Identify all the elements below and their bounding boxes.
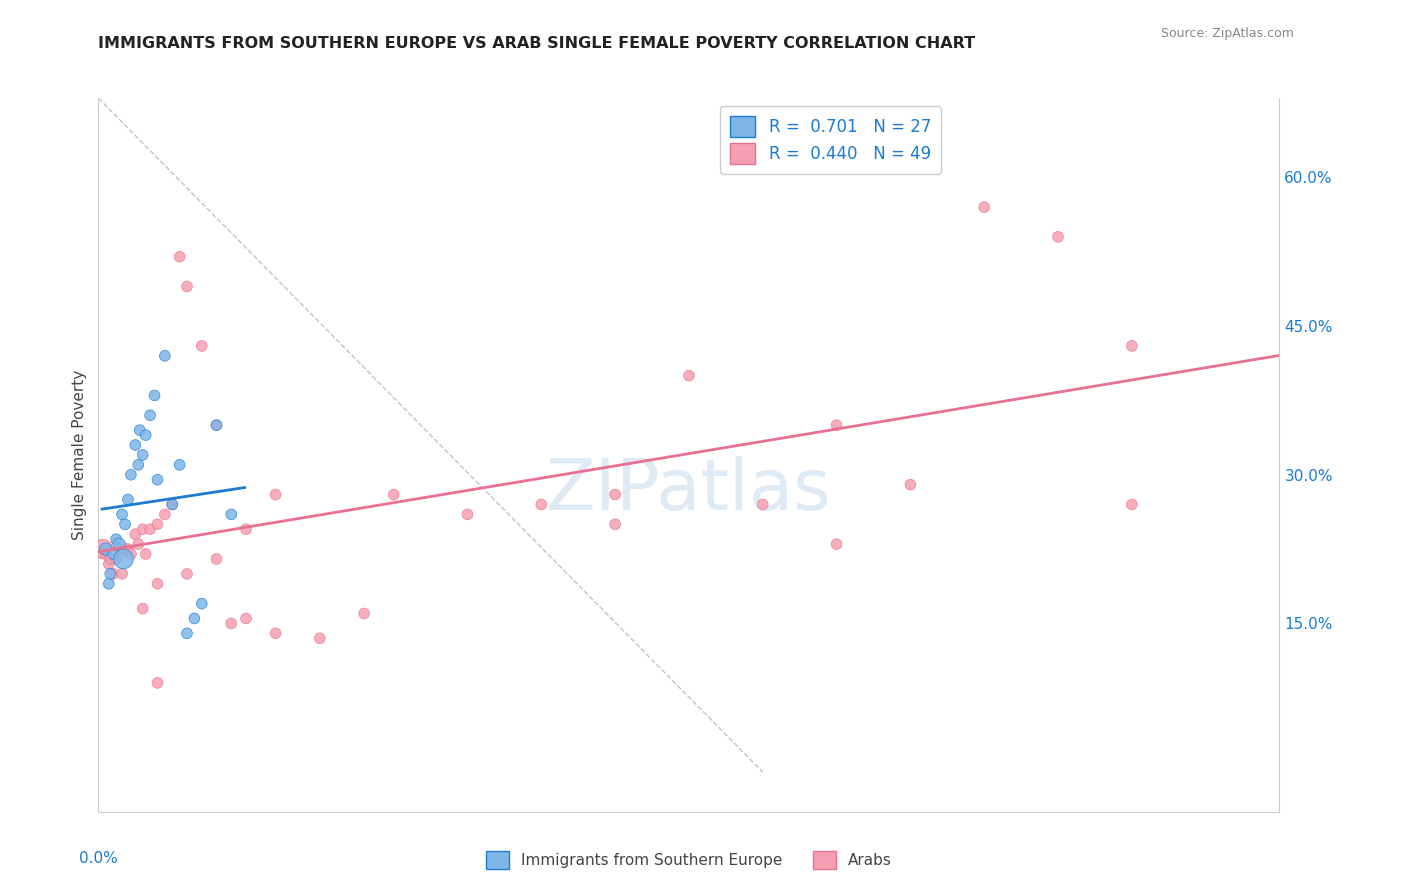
Point <box>120 467 142 482</box>
Point <box>751 498 773 512</box>
Point <box>183 611 205 625</box>
Point <box>112 552 135 566</box>
Point <box>132 448 155 462</box>
Point <box>1121 498 1143 512</box>
Point <box>128 423 150 437</box>
Point <box>105 532 128 546</box>
Point <box>825 537 848 551</box>
Point <box>97 557 120 571</box>
Point <box>900 477 922 491</box>
Point <box>132 522 155 536</box>
Point <box>94 542 117 557</box>
Point <box>456 508 478 522</box>
Point <box>169 458 191 472</box>
Point <box>146 676 169 690</box>
Point <box>191 597 214 611</box>
Point <box>169 250 191 264</box>
Point <box>108 542 131 557</box>
Point <box>146 576 169 591</box>
Point <box>235 611 257 625</box>
Point <box>219 508 242 522</box>
Point <box>124 438 146 452</box>
Point <box>143 388 166 402</box>
Point <box>153 349 176 363</box>
Point <box>825 418 848 433</box>
Point <box>117 542 139 557</box>
Point <box>105 552 128 566</box>
Point <box>191 339 214 353</box>
Legend: Immigrants from Southern Europe, Arabs: Immigrants from Southern Europe, Arabs <box>479 845 898 875</box>
Point <box>973 200 995 214</box>
Point <box>135 428 157 442</box>
Point <box>205 418 228 433</box>
Point <box>162 498 183 512</box>
Point <box>103 547 125 561</box>
Point <box>382 487 405 501</box>
Point <box>176 566 198 581</box>
Point <box>205 552 228 566</box>
Point <box>132 601 155 615</box>
Point <box>605 517 627 532</box>
Point <box>153 508 176 522</box>
Point <box>139 522 162 536</box>
Text: ZIPatlas: ZIPatlas <box>546 456 832 525</box>
Point <box>94 547 117 561</box>
Point <box>117 492 139 507</box>
Point <box>353 607 375 621</box>
Point <box>309 632 332 646</box>
Point <box>124 527 146 541</box>
Point <box>111 508 134 522</box>
Point <box>176 279 198 293</box>
Point <box>97 576 120 591</box>
Text: IMMIGRANTS FROM SOUTHERN EUROPE VS ARAB SINGLE FEMALE POVERTY CORRELATION CHART: IMMIGRANTS FROM SOUTHERN EUROPE VS ARAB … <box>98 36 976 51</box>
Point <box>114 517 136 532</box>
Point <box>1046 230 1069 244</box>
Point <box>114 542 136 557</box>
Point <box>91 542 114 557</box>
Text: Source: ZipAtlas.com: Source: ZipAtlas.com <box>1160 27 1294 40</box>
Point <box>264 487 287 501</box>
Point <box>264 626 287 640</box>
Point <box>98 566 121 581</box>
Point <box>146 517 169 532</box>
Point <box>108 537 131 551</box>
Point <box>162 498 183 512</box>
Point <box>135 547 157 561</box>
Point <box>605 487 627 501</box>
Point <box>1121 339 1143 353</box>
Y-axis label: Single Female Poverty: Single Female Poverty <box>72 370 87 540</box>
Point <box>139 409 162 423</box>
Point <box>176 626 198 640</box>
Point <box>146 473 169 487</box>
Point <box>530 498 553 512</box>
Point <box>111 566 134 581</box>
Point <box>678 368 700 383</box>
Point <box>219 616 242 631</box>
Point <box>127 537 149 551</box>
Point <box>127 458 149 472</box>
Point <box>98 552 121 566</box>
Point <box>120 547 142 561</box>
Text: 0.0%: 0.0% <box>79 851 118 866</box>
Point <box>205 418 228 433</box>
Point <box>103 566 125 581</box>
Point <box>235 522 257 536</box>
